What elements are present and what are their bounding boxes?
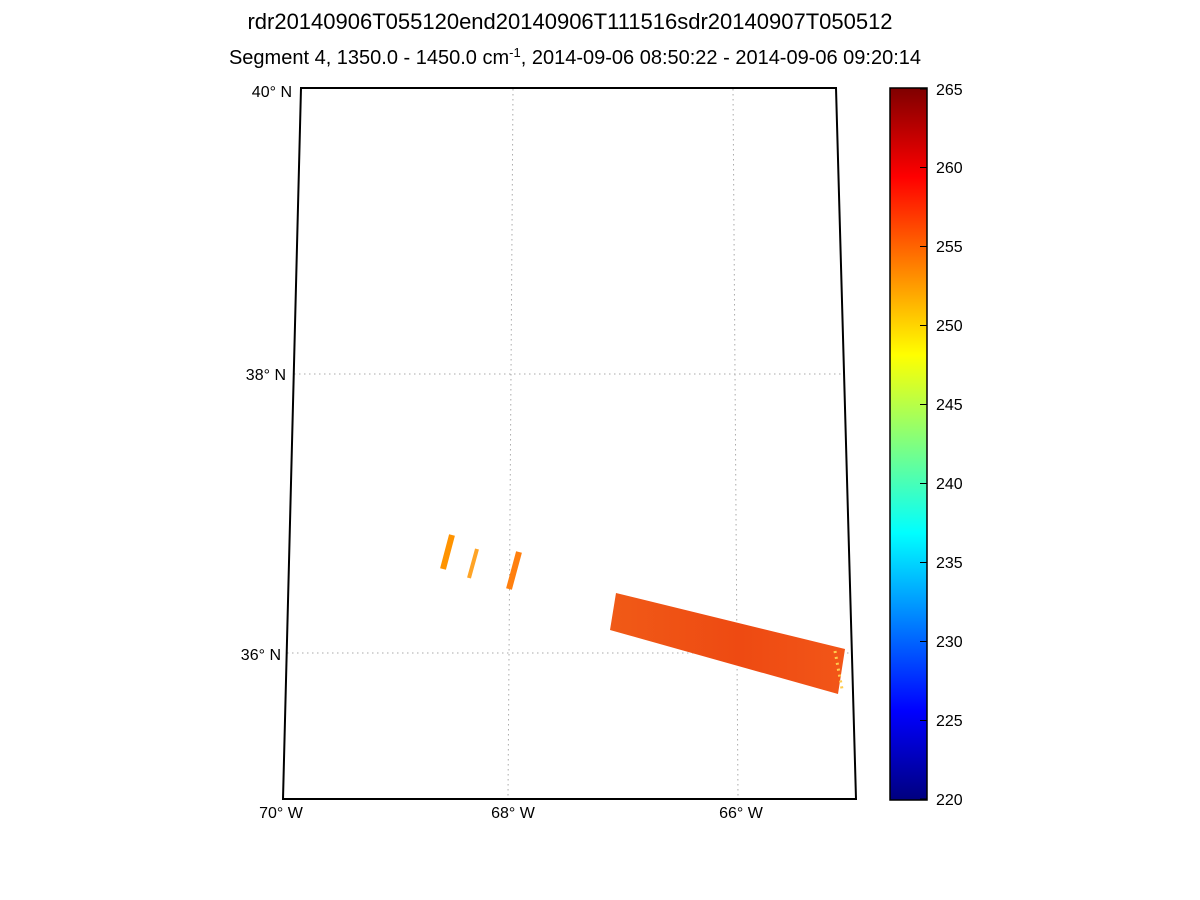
colorbar-label-255: 255: [936, 239, 963, 256]
map-border: [281, 87, 858, 800]
plot-subtitle: Segment 4, 1350.0 - 1450.0 cm-1, 2014-09…: [0, 45, 1150, 70]
lat-tick-40n: 40° N: [252, 84, 292, 101]
colorbar-label-240: 240: [936, 476, 963, 493]
plot-title: rdr20140906T055120end20140906T111516sdr2…: [247, 9, 893, 34]
colorbar-label-250: 250: [936, 318, 963, 335]
subtitle-prefix: Segment 4, 1350.0 - 1450.0 cm: [228, 47, 510, 69]
colorbar: [889, 87, 928, 801]
lon-tick-66w: 66° W: [719, 805, 764, 822]
lon-tick-70w: 70° W: [259, 805, 304, 822]
swath-streak-3: [506, 551, 522, 590]
map-area: [283, 88, 856, 799]
swath-streak-2: [467, 548, 479, 579]
gridline-66w: [732, 88, 739, 799]
lat-tick-36n: 36° N: [241, 647, 281, 664]
lon-tick-68w: 68° W: [491, 805, 536, 822]
colorbar-label-230: 230: [936, 634, 963, 651]
swath-streak-1: [440, 534, 455, 570]
subtitle-superscript: -1: [509, 45, 521, 60]
lat-tick-38n: 38° N: [246, 367, 286, 384]
colorbar-label-225: 225: [936, 713, 963, 730]
colorbar-label-265: 265: [936, 82, 963, 99]
colorbar-label-260: 260: [936, 160, 963, 177]
colorbar-label-235: 235: [936, 555, 963, 572]
colorbar-label-220: 220: [936, 792, 963, 809]
subtitle-suffix: , 2014-09-06 08:50:22 - 2014-09-06 09:20…: [520, 47, 922, 69]
swath-main-speckle-edge: [833, 650, 844, 690]
gridline-68w: [507, 88, 514, 799]
swath-main: [610, 593, 845, 694]
colorbar-label-245: 245: [936, 397, 963, 414]
